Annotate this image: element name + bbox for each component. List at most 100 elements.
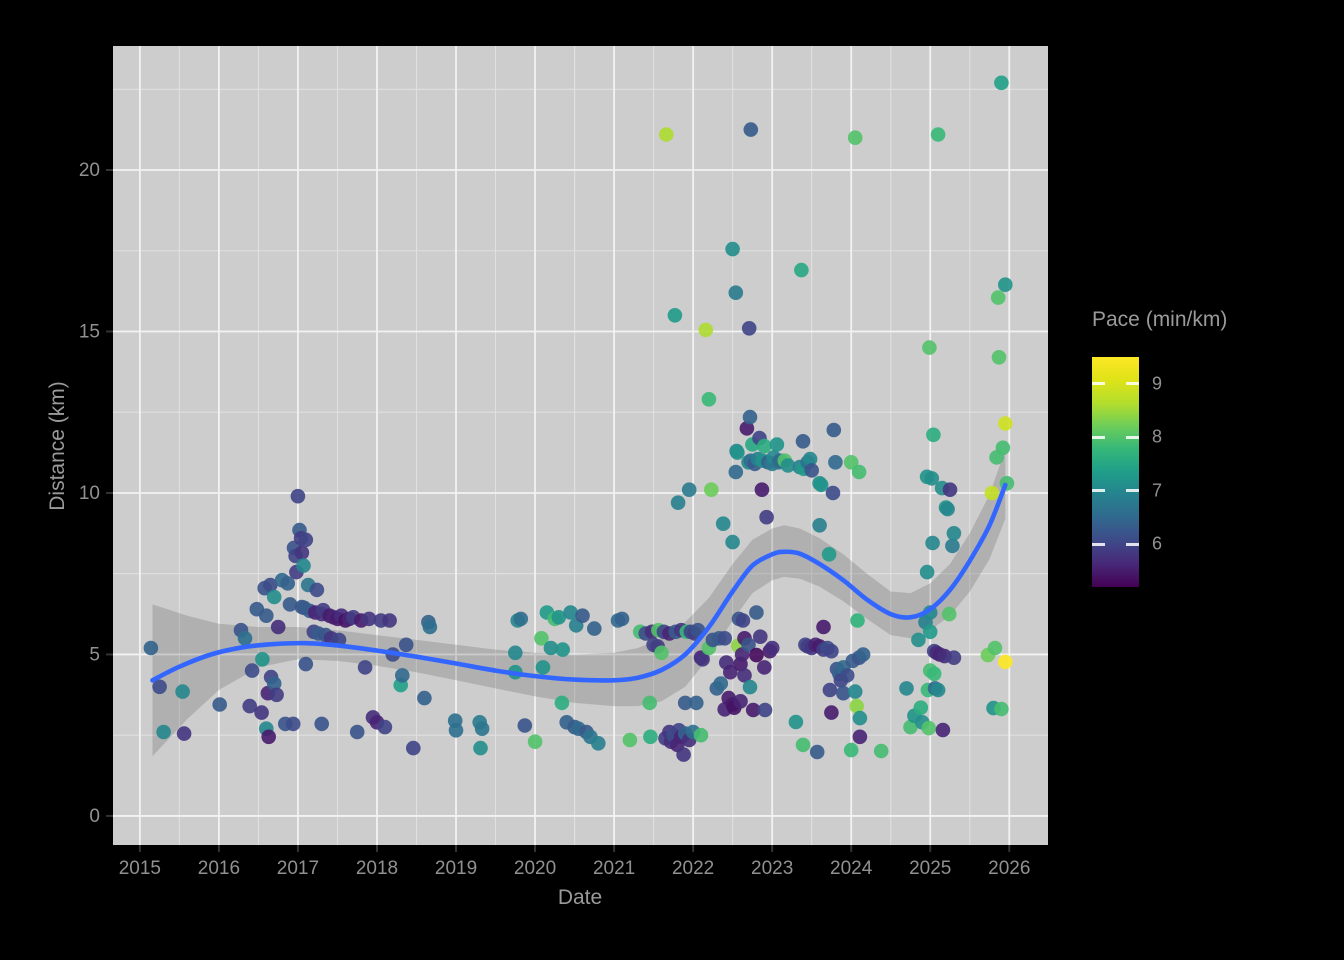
data-point [843, 742, 859, 758]
data-point [843, 455, 859, 470]
data-point [824, 705, 839, 720]
data-point [741, 321, 757, 336]
data-point [741, 637, 756, 653]
data-point [941, 606, 957, 622]
x-tick-label: 2024 [830, 858, 873, 879]
data-point [922, 340, 937, 355]
data-point [739, 421, 755, 436]
data-point [994, 75, 1009, 91]
data-point [474, 721, 490, 736]
data-point [822, 682, 838, 698]
confidence-band [152, 449, 1006, 757]
legend-tick-label: 7 [1152, 480, 1163, 501]
data-point [821, 547, 837, 562]
data-point [919, 564, 935, 580]
data-point [759, 509, 774, 525]
data-point [701, 392, 717, 407]
data-point [735, 613, 751, 628]
data-point [922, 624, 938, 640]
data-point [945, 538, 960, 554]
data-point [715, 516, 731, 531]
data-point [942, 482, 958, 498]
data-point [259, 608, 274, 623]
data-point [298, 656, 314, 672]
data-point [575, 608, 590, 623]
data-point [309, 582, 325, 598]
y-tick-label: 20 [79, 160, 100, 181]
data-point [745, 702, 761, 718]
data-point [614, 611, 630, 627]
x-tick-label: 2022 [672, 858, 714, 879]
data-point [847, 684, 863, 699]
data-point [270, 619, 286, 635]
data-point [899, 681, 914, 696]
data-point [294, 545, 310, 560]
data-point [925, 535, 940, 551]
data-point [357, 660, 373, 675]
data-point [998, 277, 1013, 293]
data-point [757, 702, 773, 718]
data-point [398, 637, 414, 653]
data-point [377, 719, 393, 735]
data-point [659, 127, 674, 142]
data-point [667, 308, 683, 323]
data-point [642, 695, 657, 711]
data-point [244, 663, 260, 678]
x-tick-label: 2020 [514, 858, 556, 879]
data-point [448, 723, 464, 738]
y-tick-label: 10 [79, 483, 100, 504]
data-point [816, 619, 831, 635]
data-point [255, 652, 270, 667]
data-point [930, 682, 946, 698]
data-point [998, 416, 1013, 431]
data-point [809, 744, 825, 760]
data-point [757, 438, 772, 454]
data-point [591, 736, 606, 751]
data-point [296, 558, 311, 573]
x-tick-label: 2019 [435, 858, 477, 879]
x-tick-label: 2018 [356, 858, 398, 879]
data-point [395, 668, 410, 683]
data-point [769, 437, 785, 452]
legend-title: Pace (min/km) [1092, 308, 1228, 331]
data-point [676, 747, 691, 762]
data-point [717, 631, 732, 646]
data-point [926, 666, 942, 682]
data-point [314, 716, 330, 732]
legend-colorbar [1092, 357, 1139, 587]
data-point [911, 632, 926, 648]
legend-tick-mark [1126, 489, 1139, 493]
data-point [693, 727, 709, 743]
data-point [535, 660, 551, 675]
data-point [517, 718, 533, 733]
data-point [825, 485, 841, 501]
data-point [266, 676, 282, 691]
data-point [824, 643, 839, 659]
data-point [935, 722, 951, 738]
data-point [742, 679, 758, 695]
legend-tick-mark [1092, 435, 1105, 439]
data-point [804, 463, 819, 478]
data-point [143, 640, 159, 656]
data-point [723, 664, 738, 680]
data-point [261, 729, 277, 745]
x-tick-label: 2021 [593, 858, 635, 879]
data-point [587, 621, 602, 636]
data-point [764, 640, 780, 656]
data-point [990, 290, 1006, 305]
y-tick-label: 0 [89, 806, 100, 827]
data-point [551, 610, 567, 625]
data-point [757, 660, 772, 675]
data-point [266, 589, 282, 605]
data-point [795, 737, 811, 753]
data-point [826, 422, 842, 438]
data-point [508, 645, 523, 661]
data-point [737, 668, 752, 683]
data-point [417, 690, 432, 706]
data-point [543, 640, 559, 656]
data-point [802, 451, 818, 467]
data-point [695, 652, 710, 667]
legend-tick-mark [1126, 542, 1139, 546]
data-point [681, 482, 697, 498]
data-point [984, 485, 1000, 501]
